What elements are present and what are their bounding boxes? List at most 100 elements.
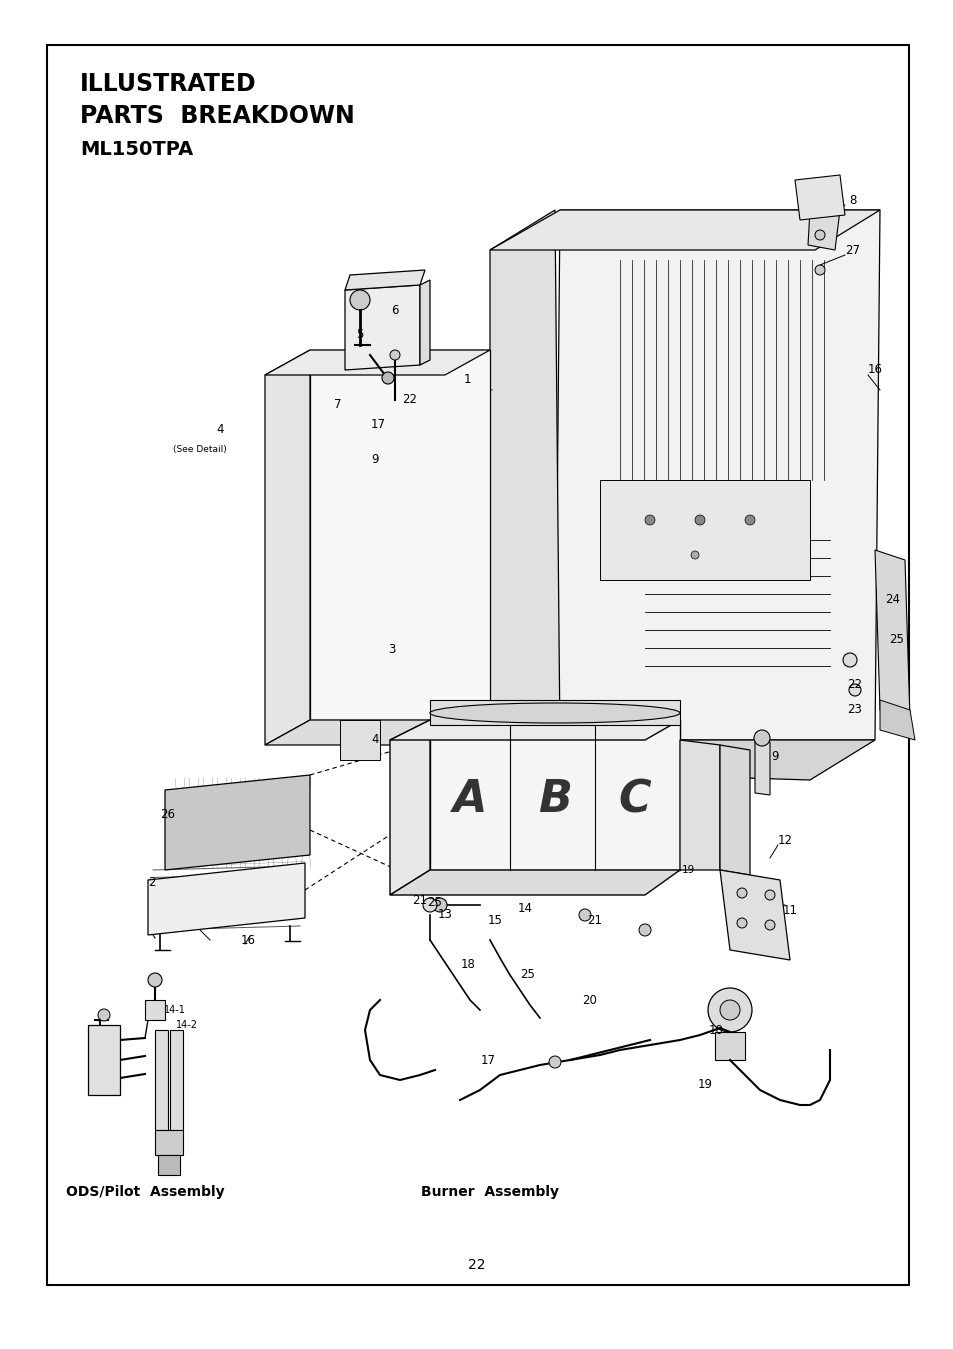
Text: 15: 15 — [487, 913, 502, 927]
Polygon shape — [265, 720, 490, 745]
Circle shape — [639, 924, 650, 936]
Polygon shape — [555, 210, 879, 741]
Text: PARTS  BREAKDOWN: PARTS BREAKDOWN — [80, 104, 355, 128]
Text: 17: 17 — [480, 1054, 495, 1067]
Text: 21: 21 — [587, 913, 602, 927]
Polygon shape — [88, 1025, 120, 1095]
Polygon shape — [490, 210, 559, 770]
Text: 14-1: 14-1 — [164, 1005, 186, 1014]
Text: 22: 22 — [468, 1259, 485, 1272]
Text: 26: 26 — [160, 808, 175, 822]
Text: 5: 5 — [355, 329, 363, 341]
Polygon shape — [345, 270, 424, 290]
Text: 19: 19 — [697, 1078, 712, 1091]
Polygon shape — [754, 741, 769, 795]
Circle shape — [433, 898, 447, 912]
Text: 12: 12 — [777, 834, 792, 847]
Polygon shape — [794, 175, 844, 220]
Text: Burner  Assembly: Burner Assembly — [420, 1184, 558, 1199]
Circle shape — [707, 987, 751, 1032]
Circle shape — [753, 730, 769, 746]
Text: 3: 3 — [388, 643, 395, 657]
Text: 14-2: 14-2 — [175, 1020, 198, 1031]
Text: 25: 25 — [520, 969, 535, 982]
Text: 1: 1 — [463, 374, 470, 387]
Circle shape — [764, 920, 774, 929]
Circle shape — [390, 349, 399, 360]
Circle shape — [720, 1000, 740, 1020]
Polygon shape — [879, 700, 914, 741]
Circle shape — [737, 888, 746, 898]
Text: 22: 22 — [846, 679, 862, 692]
Circle shape — [98, 1009, 110, 1021]
Polygon shape — [345, 285, 419, 370]
Polygon shape — [714, 1032, 744, 1060]
Polygon shape — [390, 870, 679, 894]
Text: 9: 9 — [371, 453, 378, 467]
Text: 4: 4 — [216, 424, 224, 437]
Text: ODS/Pilot  Assembly: ODS/Pilot Assembly — [66, 1184, 224, 1199]
Circle shape — [764, 890, 774, 900]
Text: 4: 4 — [371, 734, 378, 746]
Polygon shape — [170, 1031, 183, 1130]
Text: 6: 6 — [391, 304, 398, 317]
Polygon shape — [154, 1031, 168, 1130]
Polygon shape — [158, 1155, 180, 1175]
Text: 11: 11 — [781, 904, 797, 916]
Text: 17: 17 — [370, 418, 385, 432]
Text: 10: 10 — [708, 1024, 722, 1036]
Polygon shape — [430, 700, 679, 724]
Ellipse shape — [430, 703, 679, 723]
Polygon shape — [599, 480, 809, 580]
Circle shape — [848, 684, 861, 696]
Polygon shape — [265, 349, 310, 745]
Text: 13: 13 — [437, 908, 452, 921]
Text: 21: 21 — [412, 893, 427, 907]
Text: 20: 20 — [582, 993, 597, 1006]
Circle shape — [695, 515, 704, 525]
Text: 14: 14 — [517, 901, 532, 915]
Circle shape — [381, 372, 394, 384]
Polygon shape — [165, 774, 310, 870]
Circle shape — [350, 290, 370, 310]
Text: 16: 16 — [240, 934, 255, 947]
Polygon shape — [390, 720, 430, 894]
Circle shape — [422, 898, 436, 912]
Polygon shape — [679, 741, 720, 870]
Text: 18: 18 — [460, 959, 475, 971]
Polygon shape — [430, 720, 679, 870]
Polygon shape — [490, 210, 879, 250]
Circle shape — [148, 973, 162, 987]
Text: 9: 9 — [770, 750, 778, 764]
Polygon shape — [419, 281, 430, 366]
Circle shape — [578, 909, 590, 921]
Text: 16: 16 — [866, 363, 882, 376]
Text: 19: 19 — [680, 865, 694, 876]
Polygon shape — [265, 349, 490, 375]
Polygon shape — [490, 741, 874, 780]
Text: 27: 27 — [844, 244, 860, 256]
Circle shape — [814, 229, 824, 240]
Text: 25: 25 — [427, 897, 442, 909]
Text: 7: 7 — [334, 398, 341, 411]
Circle shape — [690, 550, 699, 558]
Text: ML150TPA: ML150TPA — [80, 140, 193, 159]
Text: 22: 22 — [402, 394, 417, 406]
Circle shape — [814, 264, 824, 275]
Text: 24: 24 — [884, 594, 900, 607]
Text: ILLUSTRATED: ILLUSTRATED — [80, 71, 256, 96]
Text: A: A — [453, 778, 487, 822]
Polygon shape — [807, 210, 840, 250]
Text: (See Detail): (See Detail) — [172, 445, 227, 455]
Circle shape — [548, 1056, 560, 1068]
Circle shape — [744, 515, 754, 525]
Polygon shape — [339, 720, 379, 759]
Polygon shape — [720, 745, 749, 876]
Text: C: C — [618, 778, 651, 822]
Circle shape — [842, 653, 856, 666]
Text: 8: 8 — [848, 193, 856, 206]
Circle shape — [644, 515, 655, 525]
Text: B: B — [537, 778, 572, 822]
Polygon shape — [310, 349, 490, 720]
Polygon shape — [874, 550, 909, 720]
